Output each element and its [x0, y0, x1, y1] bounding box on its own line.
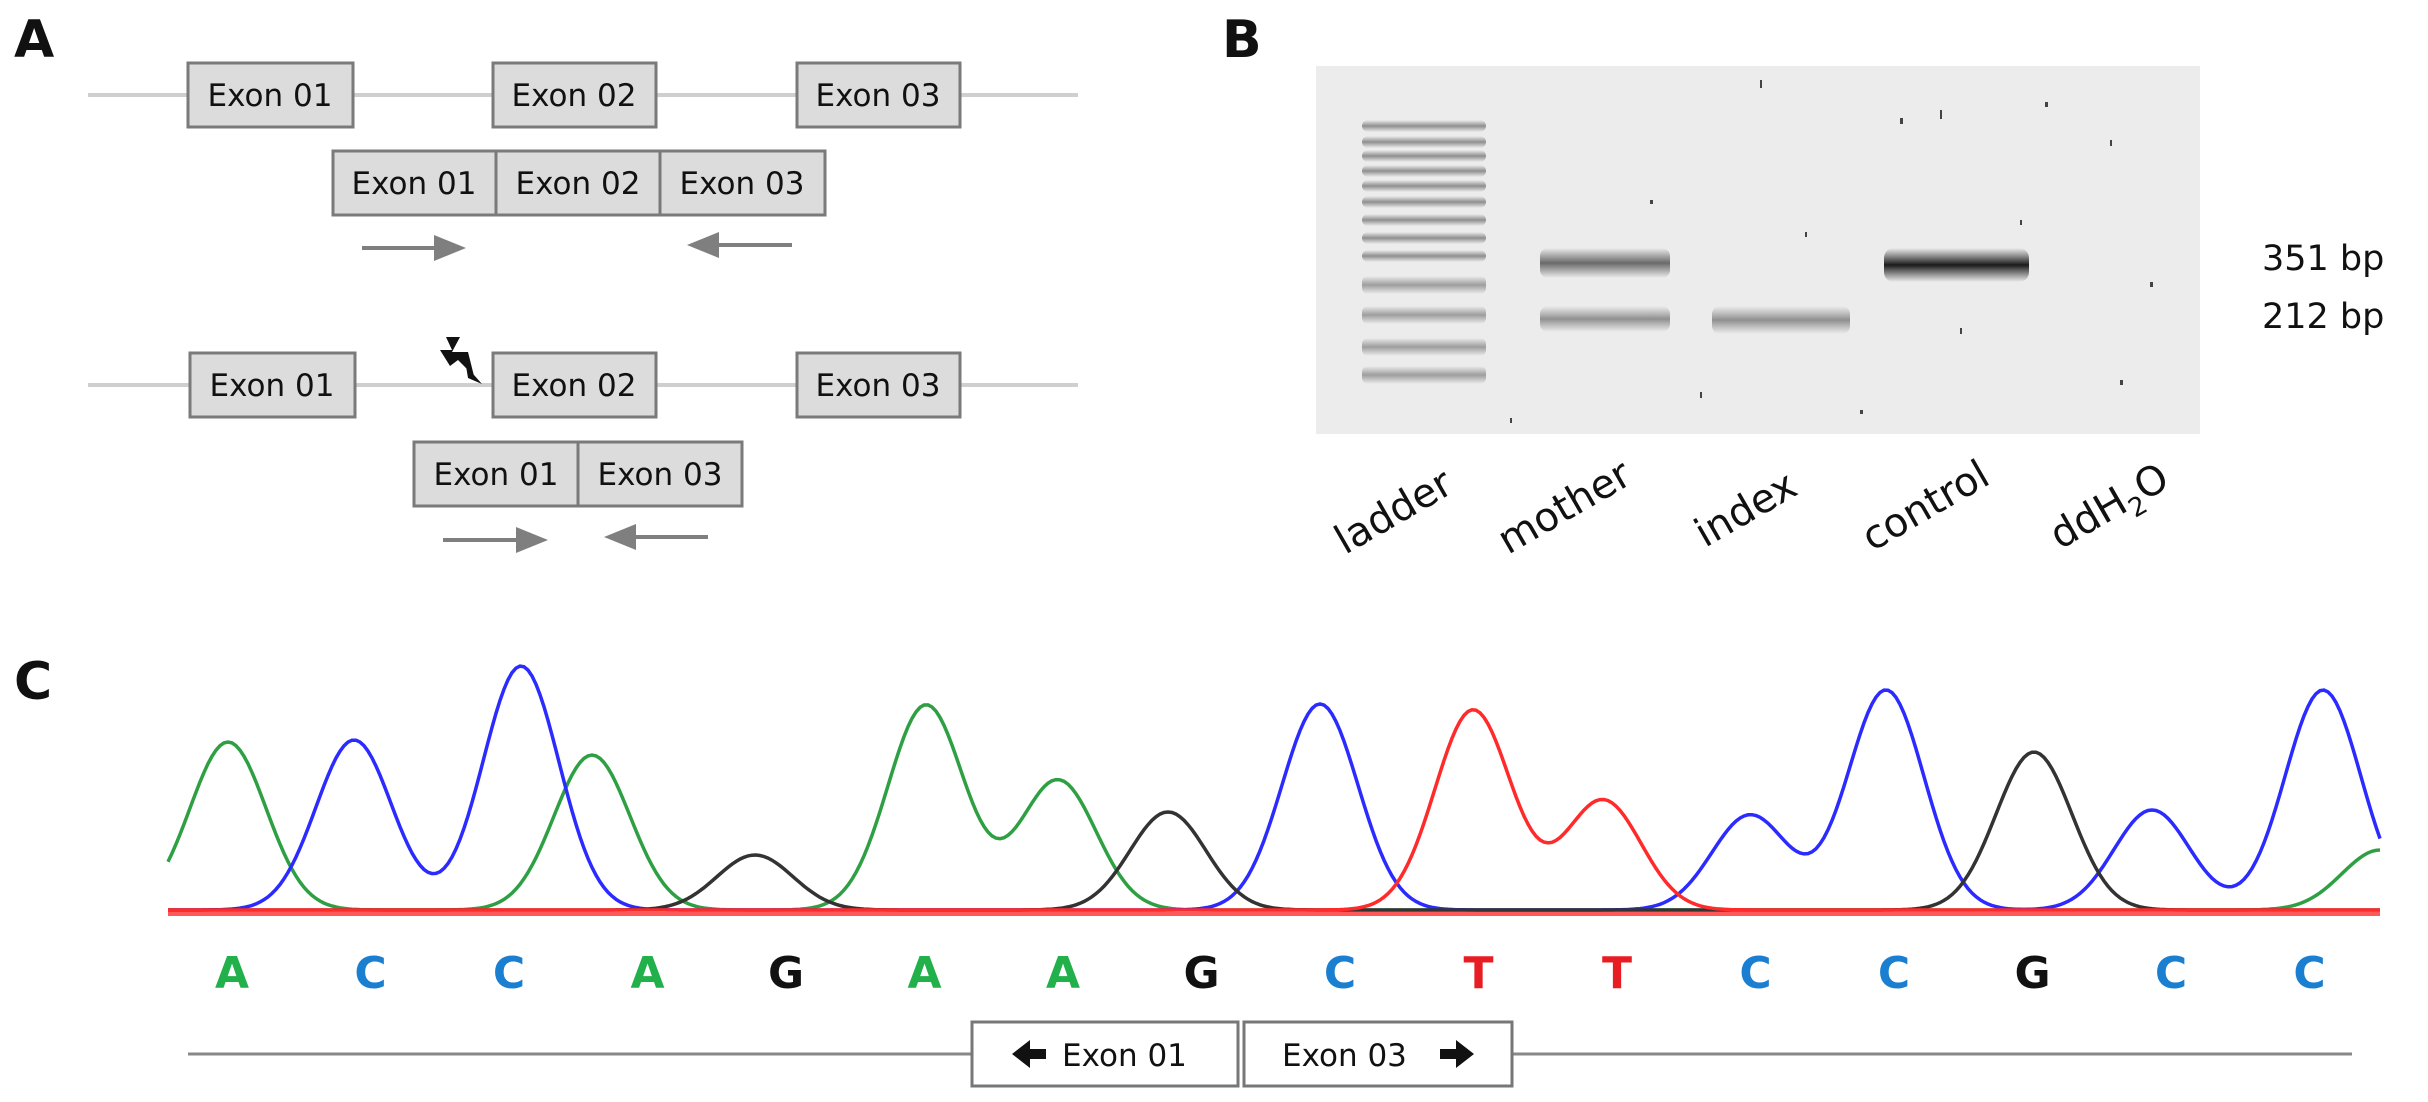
panel-b-gel: 351 bp 212 bp ladder mother index contro… [1316, 66, 2384, 564]
base-call: C [1878, 948, 1910, 999]
band-label-212: 212 bp [2262, 297, 2384, 337]
mut-transcript-exon-1-label: Exon 01 [434, 457, 559, 493]
base-call: C [354, 948, 386, 999]
panel-label-b: B [1222, 10, 1262, 70]
ladder-band [1362, 165, 1486, 177]
base-call: T [1463, 948, 1493, 999]
index-band-212 [1712, 306, 1850, 334]
ladder-band [1362, 338, 1486, 356]
panel-label-a: A [14, 10, 55, 70]
ladder-band [1362, 306, 1486, 324]
mut-transcript-exon-1: Exon 01 [412, 440, 580, 508]
base-call: C [2155, 948, 2187, 999]
mut-gene-exon-2-label: Exon 02 [512, 368, 637, 404]
ladder-band [1362, 150, 1486, 162]
ladder-band [1362, 366, 1486, 384]
ladder-band [1362, 250, 1486, 262]
base-call: A [1046, 948, 1080, 999]
wt-gene-exon-3-label: Exon 03 [816, 78, 941, 114]
base-call: G [768, 948, 804, 999]
wt-gene-exon-3: Exon 03 [795, 61, 962, 129]
wt-transcript-exon-3-label: Exon 03 [680, 166, 805, 202]
forward-primer-arrow-mut [443, 527, 548, 553]
base-call: T [1602, 948, 1632, 999]
base-call: C [1324, 948, 1356, 999]
junction-exon-1-label: Exon 01 [1062, 1038, 1187, 1074]
red-trace [168, 708, 2380, 912]
wt-transcript-exon-2-label: Exon 02 [516, 166, 641, 202]
forward-primer-arrow-wt [362, 235, 466, 261]
mutation-lightning-icon [440, 337, 482, 384]
mut-transcript-exon-3-label: Exon 03 [598, 457, 723, 493]
mut-gene-exon-3: Exon 03 [795, 351, 962, 419]
wt-gene-exon-2: Exon 02 [491, 61, 658, 129]
wt-transcript-exon-2: Exon 02 [494, 149, 662, 217]
wt-gene-exon-1: Exon 01 [186, 61, 355, 129]
mut-gene-exon-1-label: Exon 01 [210, 368, 335, 404]
gel-specks [1510, 80, 2153, 423]
wt-transcript-exon-1-label: Exon 01 [352, 166, 477, 202]
mother-band-351 [1540, 248, 1670, 278]
base-call: C [1739, 948, 1771, 999]
mother-band-212 [1540, 306, 1670, 332]
mut-gene-exon-1: Exon 01 [188, 351, 357, 419]
ladder-band [1362, 136, 1486, 148]
base-call: G [2014, 948, 2050, 999]
wt-gene-exon-1-label: Exon 01 [208, 78, 333, 114]
wt-transcript-exon-3: Exon 03 [658, 149, 827, 217]
base-call: A [215, 948, 249, 999]
arrow-left-icon [1012, 1040, 1046, 1068]
reverse-primer-arrow-wt [687, 232, 792, 258]
mut-gene-exon-3-label: Exon 03 [816, 368, 941, 404]
ladder-band [1362, 276, 1486, 294]
ladder-band [1362, 196, 1486, 208]
ladder-lane-bands [1362, 120, 1486, 384]
chromatogram-traces [166, 664, 2382, 912]
junction-box-exon-1: Exon 01 [970, 1020, 1240, 1088]
base-call: A [907, 948, 941, 999]
junction-exon-3-label: Exon 03 [1282, 1038, 1407, 1074]
ladder-band [1362, 232, 1486, 244]
base-call: A [630, 948, 664, 999]
arrow-right-icon [1440, 1040, 1474, 1068]
wt-gene-exon-2-label: Exon 02 [512, 78, 637, 114]
base-call: C [493, 948, 525, 999]
mut-transcript-exon-3: Exon 03 [576, 440, 744, 508]
base-call: C [2293, 948, 2325, 999]
junction-box-exon-3: Exon 03 [1242, 1020, 1514, 1088]
panel-label-c: C [14, 652, 53, 712]
ladder-band [1362, 120, 1486, 132]
base-call: G [1183, 948, 1219, 999]
control-band-351 [1884, 248, 2029, 282]
blue-trace [168, 664, 2382, 912]
mut-gene-exon-2: Exon 02 [491, 351, 658, 419]
ladder-band [1362, 214, 1486, 226]
band-label-351: 351 bp [2262, 239, 2384, 279]
black-trace [168, 750, 2380, 912]
ladder-band [1362, 180, 1486, 192]
panel-a-gene-diagram: Exon 01 Exon 02 Exon 03 Exon 01 Exon 02 … [88, 61, 1078, 553]
reverse-primer-arrow-mut [604, 524, 708, 550]
wt-transcript-exon-1: Exon 01 [331, 149, 498, 217]
